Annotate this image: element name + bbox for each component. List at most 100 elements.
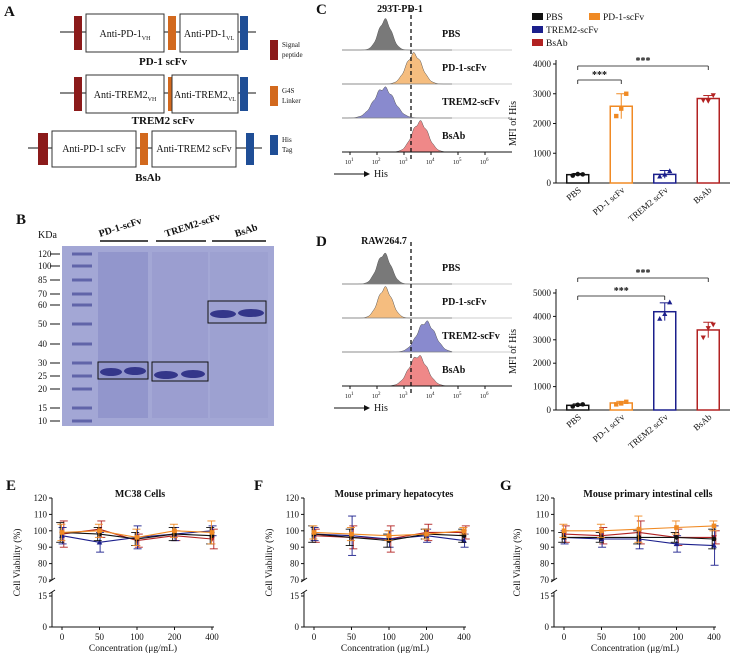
line-y-tick-label: 80 [38, 559, 48, 569]
histogram-tick-label: 102 [372, 392, 381, 400]
ladder-band [72, 406, 92, 410]
vh-domain-label: Anti-TREM2VH [94, 90, 157, 103]
histogram-curve-PD-1-scFv [342, 286, 452, 319]
bar-point [619, 401, 624, 406]
histogram-tick-label: 106 [480, 392, 489, 400]
histogram-tick-label: 104 [426, 392, 435, 400]
line-y-tick-label: 80 [540, 559, 550, 569]
ladder-band [72, 361, 92, 365]
gel-marker-85: 85 [38, 275, 48, 285]
line-point [96, 539, 103, 545]
bar-point [700, 98, 706, 104]
vl-domain-label: Anti-TREM2VL [174, 90, 236, 103]
pd1-scfv-domain [51, 130, 137, 168]
line-point [209, 530, 215, 535]
histogram-row-label-BsAb: BsAb [442, 365, 466, 376]
line-x-tick-label: 200 [420, 632, 434, 642]
construct-name: BsAb [135, 172, 161, 184]
gel-marker-25: 25 [38, 371, 48, 381]
line-y-tick-label: 90 [540, 542, 550, 552]
bar-point [705, 98, 711, 104]
line-point [673, 540, 680, 547]
legend-pbs-label: PBS [546, 13, 563, 23]
histogram-row-label-PBS: PBS [442, 29, 461, 40]
line-point [711, 523, 717, 529]
axis-break-mark [48, 589, 56, 595]
bar-y-tick-label: 0 [547, 178, 552, 188]
line-y-tick-label: 110 [286, 509, 300, 519]
line-y-tick-label: 80 [290, 559, 300, 569]
line-point [674, 535, 679, 540]
line-y-tick-label: 100 [34, 526, 48, 536]
bar-y-tick-label: 0 [547, 405, 552, 415]
panel-b-label: B [16, 212, 26, 228]
legend-his-text-2: Tag [282, 146, 293, 154]
line-y-tick-label: 100 [286, 526, 300, 536]
band-box-bsab [207, 300, 267, 324]
legend-signal-text-2: peptide [282, 51, 303, 59]
histogram-tick-label: 104 [426, 158, 435, 166]
signal-peptide-block [74, 16, 82, 50]
band-box-pd1 [97, 361, 149, 380]
signal-peptide-block [74, 77, 82, 111]
line-y-tick-label: 120 [286, 493, 300, 503]
vl-domain [179, 13, 239, 53]
gel-shading [62, 246, 274, 426]
bar-category-label: PD-1 scFv [591, 185, 627, 218]
band-bsab-lane2 [238, 309, 264, 317]
bar-y-axis-label: MFI of His [508, 101, 519, 146]
cd-legend: PBS PD-1-scFv TREM2-scFv BsAb [532, 13, 644, 49]
line-point [561, 528, 567, 534]
band-box-trem2 [151, 361, 209, 382]
histogram-tick-label: 102 [372, 158, 381, 166]
histogram-tick-label: 103 [399, 392, 408, 400]
bar-point [580, 402, 586, 407]
line-point [134, 535, 140, 540]
panel-d-label: D [316, 234, 327, 250]
panel-a-label: A [4, 4, 15, 20]
line-y-tick-label: 90 [38, 542, 48, 552]
bar-point [624, 91, 629, 96]
linker-block [168, 16, 176, 50]
band-bsab-lane1 [210, 310, 236, 318]
vl-domain [171, 74, 239, 114]
histogram-row-label-PBS: PBS [442, 263, 461, 274]
his-arrowhead [364, 405, 370, 411]
legend-linker-text-2: Linker [282, 97, 301, 105]
bar-point [710, 93, 716, 99]
gel-marker-70: 70 [38, 289, 48, 299]
gel-marker-50: 50 [38, 319, 48, 329]
line-point [599, 528, 604, 534]
bar-point [580, 172, 586, 177]
bar-TREM2 scFv [653, 310, 677, 411]
legend-trem2-swatch [532, 26, 543, 33]
panel-a-legend: Signal peptide G4S Linker His Tag [270, 40, 303, 155]
ladder-band [72, 342, 92, 346]
bar-category-label: PBS [564, 185, 583, 203]
line-y-tick-label: 120 [34, 493, 48, 503]
his-arrowhead [364, 171, 370, 177]
lane-smear-trem2 [152, 252, 208, 418]
legend-signal-text-1: Signal [282, 41, 300, 49]
line-chart-e: MC38 Cells 70 80 90 100 110 120 0 15 0 50 100 200 400… [12, 489, 219, 654]
line-y-tick-label: 70 [38, 575, 48, 585]
ladder-band [72, 374, 92, 378]
bar-BsAb [696, 329, 720, 411]
bar-y-tick-label: 2000 [533, 358, 552, 368]
line-x-axis-label: Concentration (μg/mL) [591, 643, 679, 654]
line-x-tick-label: 400 [457, 632, 471, 642]
line-y-tick-label: 110 [536, 509, 550, 519]
line-y-tick-label: 120 [536, 493, 550, 503]
line-y-tick-label: 15 [38, 591, 48, 601]
line-point [424, 531, 429, 537]
histogram-tick-label: 105 [453, 158, 462, 166]
panel-c: C 293T-PD-1 PBS PD-1-scFv TREM2-scFv BsAb 10… [316, 2, 512, 180]
line-y-tick-label: 0 [545, 622, 550, 632]
histogram-curve-PD-1-scFv [342, 52, 452, 85]
bar-point [619, 106, 624, 111]
significance-label: *** [614, 286, 629, 297]
gel-image [62, 246, 274, 426]
axis-break-mark [550, 589, 558, 595]
trem2-scfv-domain-label: Anti-TREM2 scFv [156, 144, 231, 155]
line-y-tick-label: 100 [536, 526, 550, 536]
